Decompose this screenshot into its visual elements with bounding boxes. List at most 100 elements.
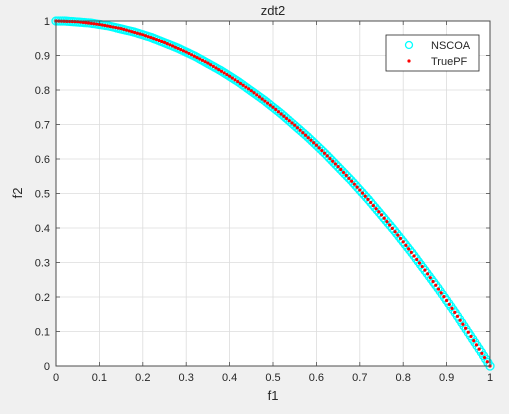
truepf-point bbox=[436, 287, 441, 291]
y-tick-label: 0.2 bbox=[35, 292, 50, 304]
truepf-point bbox=[160, 39, 164, 44]
nscoa-point bbox=[409, 251, 419, 261]
truepf-point bbox=[143, 34, 148, 38]
truepf-point bbox=[122, 27, 126, 31]
truepf-point bbox=[480, 351, 484, 355]
truepf-point bbox=[211, 64, 215, 68]
truepf-point bbox=[322, 151, 327, 155]
chart-title: zdt2 bbox=[261, 3, 286, 18]
truepf-point bbox=[214, 66, 218, 70]
truepf-point bbox=[431, 279, 435, 284]
truepf-point bbox=[474, 343, 479, 347]
y-tick-label: 0.4 bbox=[35, 223, 50, 235]
truepf-point bbox=[260, 97, 264, 101]
truepf-point bbox=[415, 257, 419, 262]
truepf-point bbox=[401, 240, 405, 244]
y-tick-label: 1 bbox=[44, 16, 50, 28]
truepf-point bbox=[385, 220, 389, 224]
truepf-point bbox=[458, 318, 462, 322]
truepf-point bbox=[390, 226, 394, 230]
truepf-point bbox=[124, 28, 129, 32]
x-tick-label: 1 bbox=[487, 372, 493, 384]
y-axis-label: f2 bbox=[10, 188, 25, 199]
legend[interactable]: NSCOA TruePF bbox=[385, 34, 480, 72]
truepf-point bbox=[455, 314, 460, 318]
truepf-point bbox=[472, 339, 476, 343]
x-tick-label: 0.5 bbox=[265, 372, 280, 384]
y-tick-label: 0.7 bbox=[35, 120, 50, 132]
truepf-point bbox=[222, 71, 226, 75]
truepf-point bbox=[119, 26, 123, 31]
truepf-point bbox=[257, 95, 262, 99]
nscoa-point bbox=[431, 280, 441, 290]
x-axis-label: f1 bbox=[268, 388, 279, 403]
truepf-point bbox=[219, 69, 224, 73]
truepf-point bbox=[333, 162, 337, 166]
nscoa-point bbox=[411, 254, 421, 264]
truepf-point bbox=[198, 57, 202, 61]
nscoa-point bbox=[422, 268, 432, 279]
truepf-point bbox=[238, 81, 243, 86]
truepf-point bbox=[157, 38, 161, 43]
truepf-point bbox=[271, 105, 275, 109]
truepf-point bbox=[190, 53, 194, 57]
legend-box bbox=[385, 34, 480, 72]
truepf-point bbox=[461, 322, 465, 326]
truepf-point bbox=[328, 156, 332, 161]
truepf-point bbox=[363, 194, 367, 198]
truepf-point bbox=[265, 101, 270, 105]
x-tick-label: 0.8 bbox=[396, 372, 411, 384]
truepf-point bbox=[309, 138, 313, 142]
legend-label-nscoa: NSCOA bbox=[431, 40, 471, 52]
truepf-point bbox=[217, 68, 221, 72]
truepf-point bbox=[469, 334, 473, 339]
truepf-point bbox=[276, 110, 281, 114]
truepf-point bbox=[301, 131, 305, 135]
truepf-point bbox=[314, 143, 318, 147]
nscoa-point bbox=[415, 259, 426, 270]
truepf-point bbox=[152, 36, 156, 41]
nscoa-point bbox=[405, 245, 415, 255]
truepf-point bbox=[447, 302, 451, 307]
legend-marker-truepf bbox=[407, 59, 411, 63]
truepf-point bbox=[282, 114, 286, 118]
y-tick-label: 0 bbox=[44, 361, 50, 373]
truepf-point bbox=[339, 167, 343, 172]
truepf-point bbox=[426, 272, 430, 276]
truepf-point bbox=[344, 173, 348, 177]
truepf-point bbox=[331, 159, 335, 163]
y-tick-label: 0.8 bbox=[35, 85, 50, 97]
nscoa-point bbox=[418, 262, 428, 273]
truepf-point bbox=[320, 148, 324, 153]
truepf-point bbox=[360, 191, 365, 195]
y-tick-label: 0.3 bbox=[35, 258, 50, 270]
truepf-point bbox=[192, 54, 196, 58]
truepf-point bbox=[303, 133, 308, 137]
truepf-point bbox=[233, 78, 237, 82]
truepf-point bbox=[341, 170, 346, 175]
truepf-point bbox=[287, 119, 291, 123]
x-tick-label: 0.6 bbox=[309, 372, 324, 384]
truepf-point bbox=[84, 21, 88, 25]
truepf-point bbox=[116, 26, 120, 30]
truepf-point bbox=[135, 31, 139, 35]
ticks: 0 0.1 0.2 0.3 0.4 0.5 0.6 0.7 0.8 0.9 1 0 0.1 0.2 0.3 0… bbox=[35, 16, 493, 384]
x-tick-label: 0 bbox=[53, 372, 59, 384]
truepf-point bbox=[284, 116, 289, 121]
truepf-point bbox=[393, 230, 397, 234]
truepf-point bbox=[184, 50, 188, 54]
truepf-point bbox=[374, 207, 378, 211]
truepf-point bbox=[255, 93, 259, 97]
truepf-point bbox=[407, 247, 411, 251]
nscoa-point bbox=[424, 271, 434, 281]
truepf-point bbox=[445, 298, 449, 303]
truepf-point bbox=[396, 233, 400, 237]
truepf-point bbox=[203, 60, 207, 64]
truepf-point bbox=[206, 61, 210, 65]
truepf-point bbox=[246, 87, 251, 91]
truepf-point bbox=[293, 123, 297, 127]
truepf-point bbox=[388, 223, 392, 227]
legend-marker-nscoa bbox=[404, 40, 414, 50]
truepf-point bbox=[228, 74, 232, 78]
